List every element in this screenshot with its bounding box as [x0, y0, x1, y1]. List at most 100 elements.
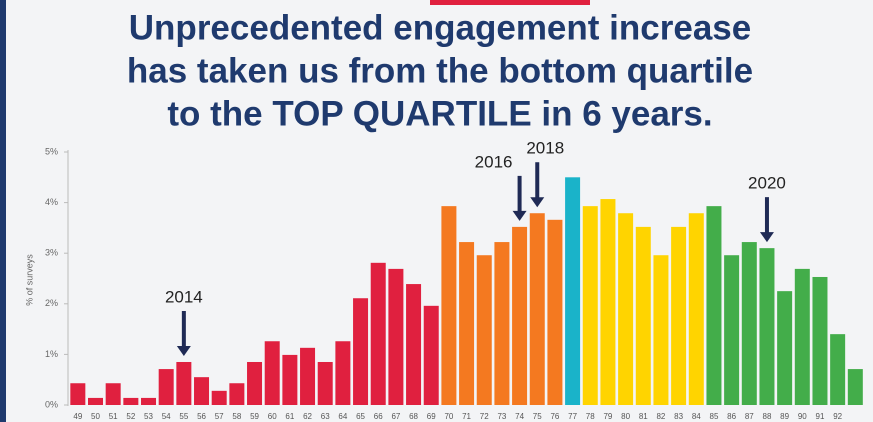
- annotation: 2018: [526, 139, 564, 158]
- x-tick-label: 67: [391, 412, 400, 421]
- bar: [618, 213, 634, 405]
- bar: [830, 334, 846, 405]
- x-tick-label: 56: [197, 412, 206, 421]
- bar: [777, 291, 793, 405]
- annotation-arrowhead: [530, 197, 545, 208]
- x-tick-label: 63: [321, 412, 330, 421]
- x-tick-label: 52: [126, 412, 135, 421]
- bar: [512, 226, 528, 405]
- x-tick-label: 76: [550, 412, 559, 421]
- x-tick-label: 77: [568, 412, 577, 421]
- annotation-arrowhead: [759, 232, 774, 243]
- bar: [70, 383, 86, 405]
- x-tick-label: 82: [656, 412, 665, 421]
- bar: [759, 248, 775, 405]
- bar: [741, 242, 757, 405]
- chart-title: has taken us from the bottom quartile: [127, 51, 753, 90]
- x-tick-label: 81: [639, 412, 648, 421]
- bar: [600, 199, 616, 405]
- bar: [476, 255, 492, 405]
- bar: [547, 219, 563, 405]
- bar: [353, 298, 369, 405]
- x-tick-label: 83: [674, 412, 683, 421]
- bar: [123, 397, 139, 405]
- x-tick-label: 72: [480, 412, 489, 421]
- x-tick-label: 80: [621, 412, 630, 421]
- x-tick-label: 50: [91, 412, 100, 421]
- x-tick-label: 75: [533, 412, 542, 421]
- bar: [105, 383, 121, 405]
- bar: [724, 255, 740, 405]
- bar: [88, 397, 104, 405]
- x-tick-label: 90: [798, 412, 807, 421]
- x-tick-label: 49: [73, 412, 82, 421]
- x-tick-label: 62: [303, 412, 312, 421]
- x-tick-label: 86: [727, 412, 736, 421]
- frame-accent: [430, 0, 590, 5]
- x-tick-label: 61: [285, 412, 294, 421]
- x-tick-label: 68: [409, 412, 418, 421]
- bar: [706, 206, 722, 405]
- annotation: 2020: [748, 174, 786, 193]
- annotation: 2014: [165, 287, 203, 306]
- x-tick-label: 59: [250, 412, 259, 421]
- bar: [688, 213, 704, 405]
- y-tick-label: 1%: [45, 349, 58, 359]
- x-tick-label: 70: [444, 412, 453, 421]
- x-tick-label: 78: [586, 412, 595, 421]
- bar: [335, 341, 351, 405]
- bar: [671, 226, 687, 405]
- bar: [794, 268, 810, 405]
- x-tick-label: 65: [356, 412, 365, 421]
- bar: [158, 369, 174, 405]
- bar: [247, 361, 263, 405]
- bar: [211, 390, 227, 405]
- frame-edge: [0, 0, 6, 422]
- y-axis-label: % of surveys: [24, 254, 34, 306]
- bar: [264, 341, 280, 405]
- bar: [141, 397, 157, 405]
- bar: [229, 383, 245, 405]
- y-tick-label: 5%: [45, 146, 58, 156]
- x-tick-label: 74: [515, 412, 524, 421]
- x-tick-label: 57: [215, 412, 224, 421]
- x-tick-label: 54: [162, 412, 171, 421]
- x-tick-label: 84: [692, 412, 701, 421]
- bar: [370, 262, 386, 405]
- x-tick-label: 60: [268, 412, 277, 421]
- bar: [300, 347, 316, 405]
- bar: [653, 255, 669, 405]
- y-tick-label: 2%: [45, 298, 58, 308]
- bar: [459, 242, 475, 405]
- x-tick-label: 88: [763, 412, 772, 421]
- bar: [494, 242, 510, 405]
- x-tick-label: 73: [497, 412, 506, 421]
- annotation: 2016: [475, 152, 513, 171]
- bar: [565, 177, 581, 405]
- x-tick-label: 66: [374, 412, 383, 421]
- bar: [529, 213, 545, 405]
- x-tick-label: 92: [833, 412, 842, 421]
- annotation-arrowhead: [512, 210, 527, 221]
- bar: [441, 206, 457, 405]
- x-tick-label: 69: [427, 412, 436, 421]
- x-tick-label: 89: [780, 412, 789, 421]
- x-tick-label: 71: [462, 412, 471, 421]
- x-tick-label: 85: [710, 412, 719, 421]
- x-tick-label: 87: [745, 412, 754, 421]
- bar: [176, 361, 192, 405]
- bar: [423, 305, 439, 405]
- chart-title: to the TOP QUARTILE in 6 years.: [167, 94, 712, 133]
- bar: [194, 377, 210, 405]
- bar: [388, 268, 404, 405]
- x-tick-label: 79: [603, 412, 612, 421]
- bar: [812, 276, 828, 405]
- chart-title: Unprecedented engagement increase: [129, 8, 751, 47]
- bar: [582, 206, 598, 405]
- x-tick-label: 91: [816, 412, 825, 421]
- y-tick-label: 4%: [45, 197, 58, 207]
- x-tick-label: 64: [338, 412, 347, 421]
- x-tick-label: 55: [179, 412, 188, 421]
